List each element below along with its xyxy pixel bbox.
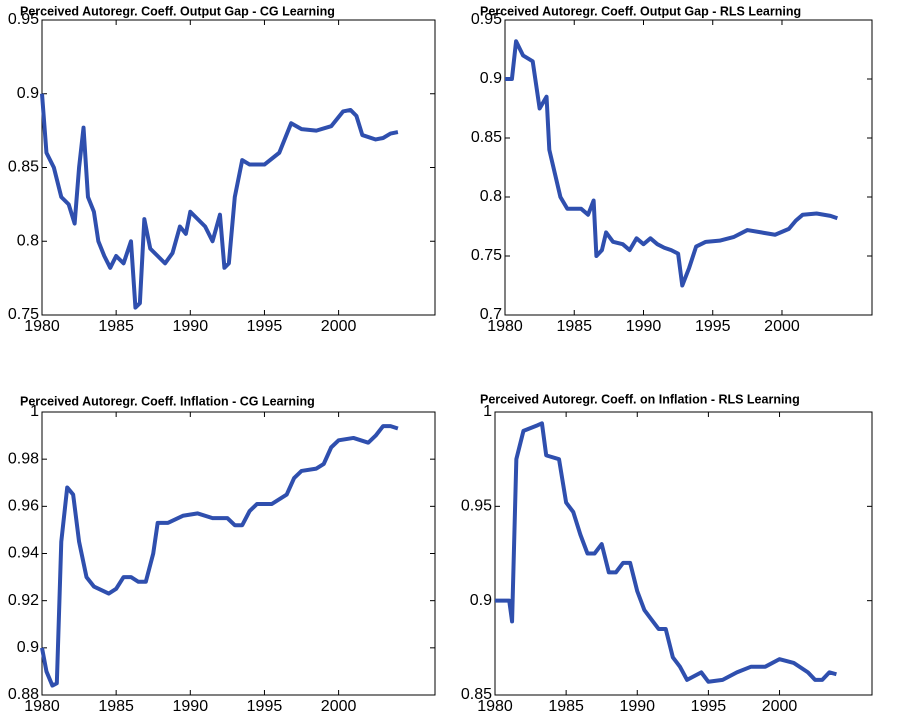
y-tick-label: 0.8: [480, 188, 502, 205]
data-line: [40, 93, 399, 310]
data-line: [505, 39, 839, 288]
data-line: [495, 421, 837, 684]
chart-title: Perceived Autoregr. Coeff. Output Gap - …: [480, 4, 801, 18]
x-tick-label: 1990: [173, 698, 209, 715]
y-tick-label: 0.95: [8, 11, 39, 28]
x-tick-label: 2000: [762, 698, 798, 715]
x-tick-label: 1980: [24, 318, 60, 335]
x-tick-label: 1980: [24, 698, 60, 715]
x-tick-label: 1990: [619, 698, 655, 715]
x-tick-label: 2000: [321, 698, 357, 715]
y-tick-label: 0.85: [471, 129, 502, 146]
y-tick-label: 0.98: [8, 450, 39, 467]
plot-frame: [41, 19, 436, 316]
x-tick-label: 1995: [691, 698, 727, 715]
y-tick-label: 0.92: [8, 592, 39, 609]
y-tick-label: 0.75: [471, 247, 502, 264]
y-tick-label: 0.7: [480, 306, 502, 323]
y-tick-label: 0.88: [8, 686, 39, 703]
y-tick-label: 0.96: [8, 498, 39, 515]
x-tick-label: 1980: [487, 318, 523, 335]
x-tick-label: 1995: [247, 318, 283, 335]
y-tick-label: 0.9: [480, 70, 502, 87]
x-tick-label: 1995: [247, 698, 283, 715]
plot-frame: [504, 19, 873, 316]
x-tick-label: 1985: [548, 698, 584, 715]
y-tick-label: 0.75: [8, 306, 39, 323]
chart-title: Perceived Autoregr. Coeff. Inflation - C…: [20, 394, 315, 408]
x-tick-label: 1995: [695, 318, 731, 335]
y-tick-label: 0.95: [471, 11, 502, 28]
y-tick-label: 1: [483, 403, 492, 420]
y-tick-label: 0.94: [8, 545, 39, 562]
data-line: [40, 424, 399, 688]
y-tick-label: 0.85: [461, 686, 492, 703]
x-tick-label: 2000: [321, 318, 357, 335]
y-tick-label: 0.95: [461, 498, 492, 515]
x-tick-label: 1985: [98, 698, 134, 715]
chart-title: Perceived Autoregr. Coeff. on Inflation …: [480, 392, 800, 406]
y-tick-label: 0.8: [17, 232, 39, 249]
y-tick-label: 0.9: [17, 85, 39, 102]
y-tick-label: 0.9: [17, 639, 39, 656]
x-tick-label: 1980: [477, 698, 513, 715]
x-tick-label: 2000: [764, 318, 800, 335]
x-tick-label: 1985: [556, 318, 592, 335]
plot-frame: [41, 411, 436, 696]
chart-title: Perceived Autoregr. Coeff. Output Gap - …: [20, 4, 335, 18]
x-tick-label: 1990: [626, 318, 662, 335]
x-tick-label: 1985: [98, 318, 134, 335]
y-tick-label: 1: [30, 403, 39, 420]
y-tick-label: 0.85: [8, 159, 39, 176]
plot-frame: [494, 411, 873, 696]
x-tick-label: 1990: [173, 318, 209, 335]
y-tick-label: 0.9: [470, 592, 492, 609]
